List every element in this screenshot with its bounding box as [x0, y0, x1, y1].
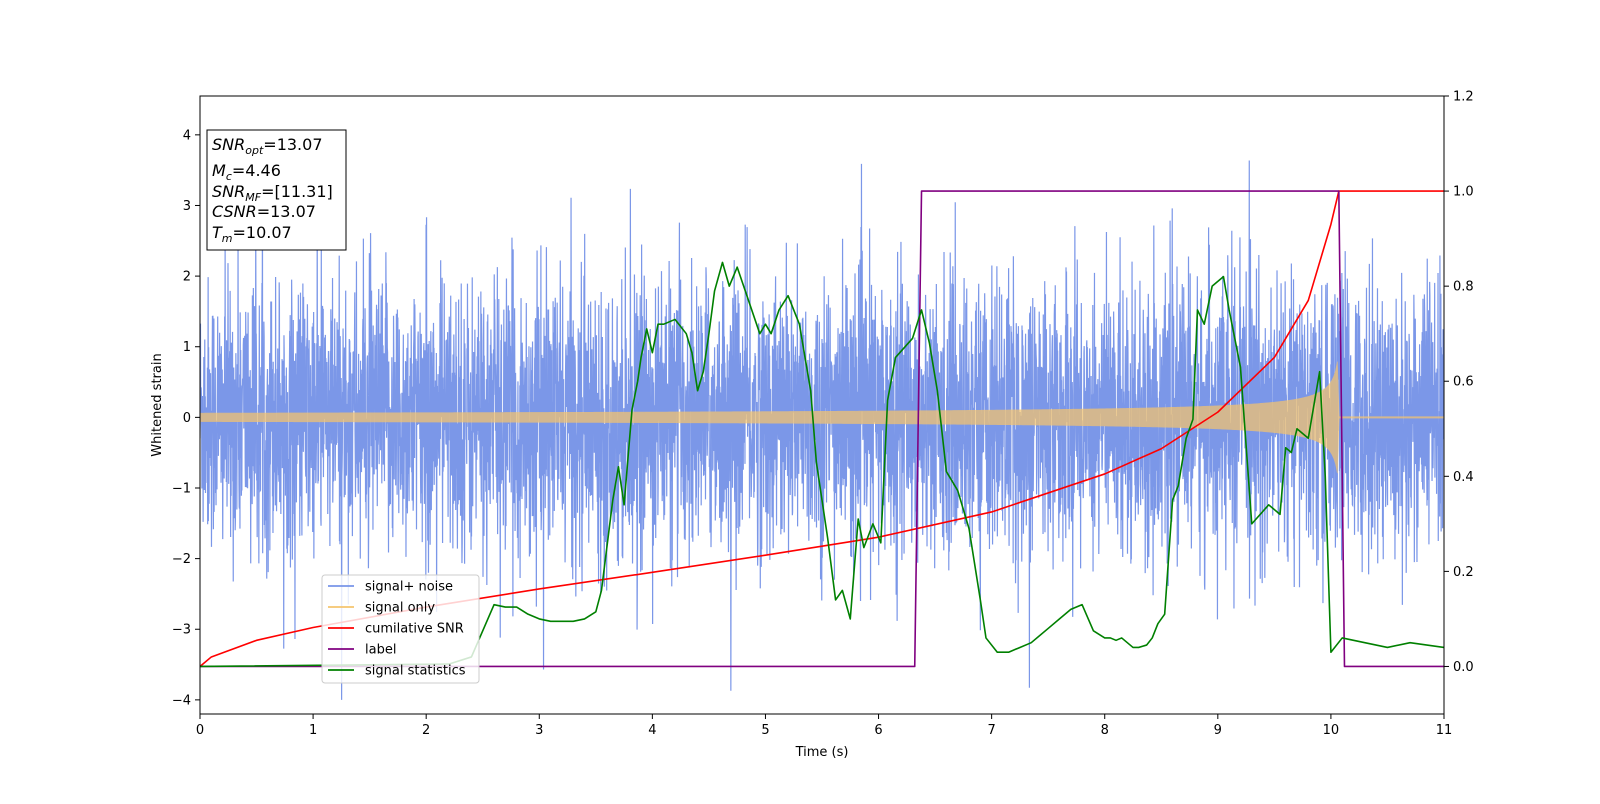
- series-cumulative-snr: [200, 190, 1444, 668]
- x-tick-label: 11: [1436, 723, 1453, 738]
- y-axis-label: Whitened strain: [150, 353, 165, 456]
- legend-entry: signal statistics: [365, 664, 466, 679]
- x-axis-label: Time (s): [795, 745, 849, 760]
- y2-tick-label: 0.2: [1453, 565, 1474, 580]
- x-tick-label: 4: [648, 723, 656, 738]
- x-tick-label: 7: [987, 723, 995, 738]
- x-tick-label: 6: [874, 723, 882, 738]
- x-axis: 0 1 2 3 4 5 6 7 8 9 10 11: [196, 714, 1452, 738]
- annotation-line: Mc=4.46: [212, 161, 281, 183]
- x-tick-label: 10: [1323, 723, 1340, 738]
- y2-tick-label: 1.2: [1453, 90, 1474, 105]
- x-tick-label: 9: [1214, 723, 1222, 738]
- plot-frame: [199, 95, 1445, 715]
- stats-annotation: SNRopt=13.07 Mc=4.46SNRMF=[11.31]CSNR=13.…: [206, 129, 347, 251]
- legend-entry: cumilative SNR: [365, 622, 464, 637]
- y-axis-right: 0.0 0.2 0.4 0.6 0.8 1.0 1.2: [1444, 90, 1474, 675]
- y-tick-label: −4: [172, 693, 191, 708]
- annotation-frame: [206, 129, 347, 251]
- legend-frame: [321, 574, 480, 684]
- y-tick-label: −2: [172, 552, 191, 567]
- y-tick-label: 3: [183, 199, 191, 214]
- annotation-line: SNRopt=13.07: [212, 135, 323, 157]
- legend-entry: label: [365, 643, 396, 658]
- series-label: [200, 190, 1444, 668]
- y-tick-label: 4: [183, 128, 191, 143]
- x-tick-label: 2: [422, 723, 430, 738]
- legend-entry: signal+ noise: [365, 580, 453, 595]
- y2-tick-label: 0.6: [1453, 375, 1474, 390]
- x-tick-label: 5: [761, 723, 769, 738]
- series-signal-only: [200, 361, 1444, 474]
- y2-tick-label: 0.8: [1453, 280, 1474, 295]
- legend: signal+ noise signal only cumilative SNR la…: [321, 574, 480, 684]
- series-signal-statistics: [200, 261, 1444, 668]
- annotation-line: CSNR=13.07: [212, 202, 316, 221]
- annotation-line: Tm=10.07: [212, 223, 292, 245]
- x-tick-label: 0: [196, 723, 204, 738]
- x-tick-label: 8: [1101, 723, 1109, 738]
- x-tick-label: 3: [535, 723, 543, 738]
- y-tick-label: 0: [183, 411, 191, 426]
- y-tick-label: 1: [183, 340, 191, 355]
- y-tick-label: −3: [172, 623, 191, 638]
- y-tick-label: −1: [172, 481, 191, 496]
- y2-tick-label: 0.0: [1453, 660, 1474, 675]
- y2-tick-label: 0.4: [1453, 470, 1474, 485]
- y2-tick-label: 1.0: [1453, 185, 1474, 200]
- y-tick-label: 2: [183, 270, 191, 285]
- x-tick-label: 1: [309, 723, 317, 738]
- y-axis-left: −4 −3 −2 −1 0 1 2 3 4: [172, 128, 200, 708]
- series-signal-noise: [200, 160, 1444, 700]
- plot-area: [200, 160, 1444, 700]
- legend-entry: signal only: [365, 601, 435, 616]
- annotation-line: SNRMF=[11.31]: [212, 182, 333, 204]
